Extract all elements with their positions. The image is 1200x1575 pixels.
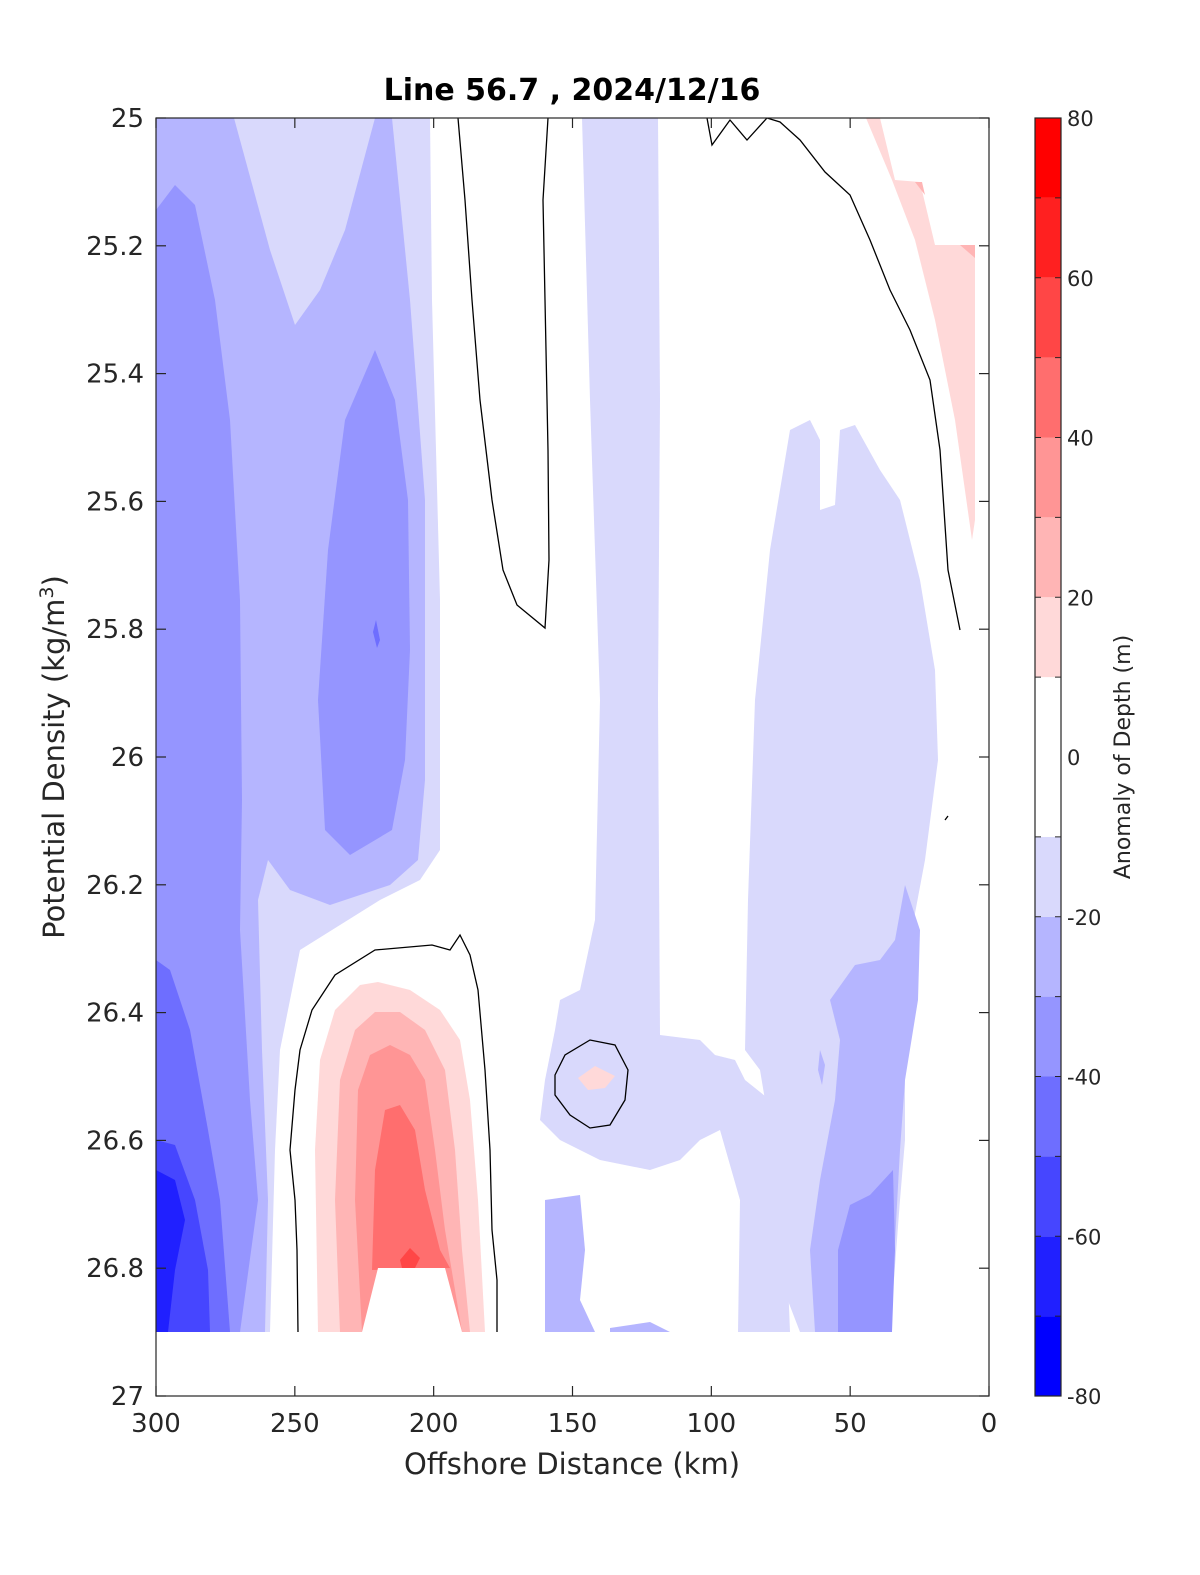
x-tick-label: 150 [548, 1409, 598, 1439]
band-neg60-west [156, 1170, 185, 1332]
colorbar-swatch [1035, 118, 1061, 198]
colorbar-swatch [1035, 197, 1061, 278]
colorbar-tick-label: -80 [1067, 1385, 1101, 1409]
colorbar: -80 -60 -40 -20 0 20 40 60 80 [1034, 107, 1101, 1409]
y-tick-label: 26.4 [86, 999, 144, 1029]
colorbar-tick-label: 40 [1067, 427, 1094, 451]
x-tick-label: 250 [270, 1409, 320, 1439]
band-pos20-nearshore2 [960, 245, 975, 258]
band-nodata-bottom [156, 1332, 989, 1396]
x-tick-label: 0 [981, 1409, 998, 1439]
band-neg30-mid [318, 350, 410, 855]
colorbar-swatch [1035, 1236, 1061, 1317]
colorbar-frame [1034, 117, 1062, 1397]
contour-line-small [554, 1039, 629, 1129]
colorbar-tick-label: 60 [1067, 267, 1094, 291]
x-tick-label: 50 [834, 1409, 867, 1439]
y-tick-label: 25.6 [86, 487, 144, 517]
band-pos10-small [578, 1066, 615, 1090]
colorbar-tick-label: 0 [1067, 746, 1080, 770]
colorbar-swatch [1035, 1316, 1061, 1396]
band-neg20-small [818, 1050, 825, 1085]
colorbar-swatch [1035, 996, 1061, 1077]
contour-line-speck [944, 815, 949, 821]
colorbar-swatch [1035, 517, 1061, 598]
colorbar-swatch [1035, 277, 1061, 358]
y-tick-label: 26.6 [86, 1126, 144, 1156]
x-tick-label: 100 [687, 1409, 737, 1439]
x-tick-label: 300 [131, 1409, 181, 1439]
contour-line-blob [289, 933, 498, 1333]
y-axis-title-main: Potential Density (kg/m [37, 599, 71, 939]
colorbar-tick-label: 20 [1067, 586, 1094, 610]
colorbar-tick-label: -60 [1067, 1225, 1101, 1249]
band-pos40-blob [372, 1105, 450, 1270]
chart-title: Line 56.7 , 2024/12/16 [384, 73, 761, 108]
colorbar-swatch [1035, 916, 1061, 997]
y-tick-label: 26.2 [86, 871, 144, 901]
contour-line-north-tongue [457, 118, 550, 630]
colorbar-tick-label: -40 [1067, 1066, 1101, 1090]
y-tick-label: 25.4 [86, 360, 144, 390]
contour-fill-layer [156, 118, 989, 1396]
colorbar-swatch [1035, 677, 1061, 837]
x-tick-label: 200 [409, 1409, 459, 1439]
zero-contour-lines [289, 118, 961, 1333]
y-tick-label: 27 [111, 1382, 144, 1412]
y-tick-label: 25 [111, 104, 144, 134]
y-axis: 25 25.2 25.4 25.6 25.8 26 26.2 26.4 26.6 26.8 27 [86, 104, 989, 1412]
band-pos10-nearshore [866, 118, 975, 540]
x-axis-title: Offshore Distance (km) [404, 1447, 740, 1481]
colorbar-swatch [1035, 836, 1061, 917]
y-axis-title: Potential Density (kg/m3) [36, 575, 71, 939]
band-neg20-south [545, 1195, 595, 1332]
y-axis-title-sup: 3 [36, 586, 58, 598]
y-tick-label: 26.8 [86, 1254, 144, 1284]
contour-line-nearshore [706, 118, 961, 631]
y-tick-label: 26 [111, 743, 144, 773]
colorbar-swatch [1035, 1156, 1061, 1237]
band-zero-notch [362, 1268, 462, 1332]
colorbar-title: Anomaly of Depth (m) [1111, 635, 1136, 879]
colorbar-swatch [1035, 597, 1061, 678]
colorbar-swatch [1035, 357, 1061, 438]
y-axis-title-close: ) [37, 575, 71, 586]
band-pos20-nearshore [915, 182, 925, 195]
colorbar-swatch [1035, 1076, 1061, 1157]
y-tick-label: 25.2 [86, 232, 144, 262]
colorbar-tick-label: -20 [1067, 906, 1101, 930]
y-tick-label: 25.8 [86, 615, 144, 645]
colorbar-swatch [1035, 437, 1061, 518]
band-neg30-east [838, 1170, 895, 1332]
colorbar-tick-label: 80 [1067, 107, 1094, 131]
band-neg40-mid [373, 620, 380, 648]
band-neg10-center [540, 118, 790, 1332]
band-neg20-south2 [610, 1322, 670, 1332]
band-pos50-blob [400, 1248, 420, 1268]
x-axis: 300 250 200 150 100 50 0 [131, 118, 997, 1439]
